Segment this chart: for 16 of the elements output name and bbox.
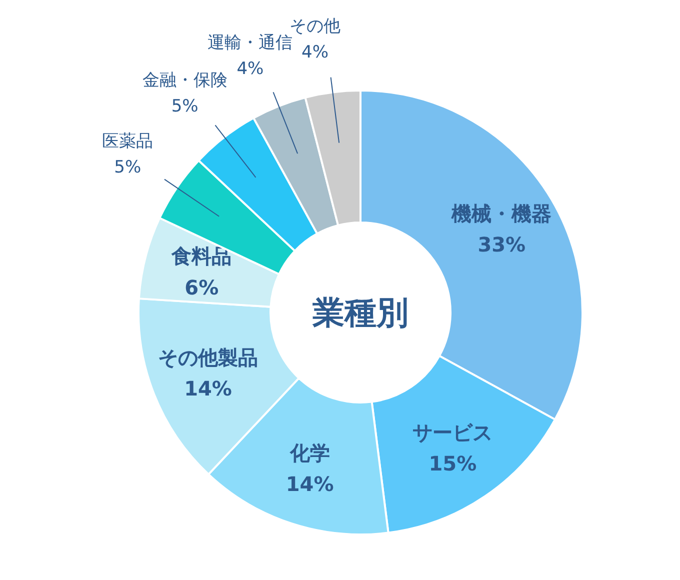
slice-label: その他製品 — [158, 345, 258, 370]
data-label: 33% — [478, 232, 526, 257]
data-label: 14% — [184, 376, 232, 400]
data-label: 14% — [286, 472, 334, 496]
data-label: 5% — [114, 157, 142, 178]
slice-label: 化学 — [288, 440, 330, 465]
data-label: 5% — [171, 96, 198, 117]
slice-label: 金融・保険 — [142, 70, 228, 91]
data-label: 15% — [428, 452, 477, 476]
data-label: 4% — [236, 59, 264, 80]
data-label: 6% — [184, 275, 219, 300]
text: 業種別 — [312, 294, 408, 332]
data-label: 4% — [302, 42, 329, 63]
slice-label: サービス — [412, 420, 493, 445]
slice-label: 医薬品 — [102, 131, 154, 152]
slice-label: 機械・機器 — [450, 201, 552, 226]
